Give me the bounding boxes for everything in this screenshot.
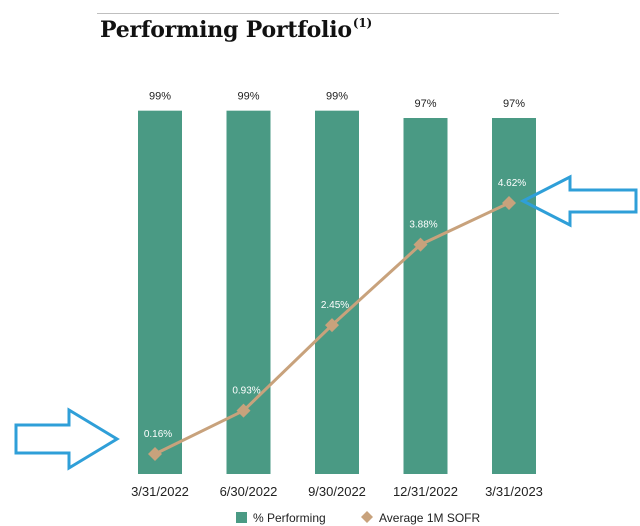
sofr-point (236, 403, 251, 418)
bar-value-label: 99% (237, 91, 259, 103)
bar-labels-layer: 99% 99% 99% 97% 97% (149, 91, 525, 110)
legend-swatch-sofr (361, 511, 373, 523)
arrow-annotations (14, 174, 638, 471)
sofr-value-label: 2.45% (321, 300, 349, 311)
footnote-marker: (1) (352, 15, 372, 30)
sofr-labels-layer: 0.16% 0.93% 2.45% 3.88% 4.62% (144, 178, 526, 440)
sofr-value-label: 0.16% (144, 429, 172, 440)
sofr-point (502, 196, 516, 210)
sofr-value-label: 0.93% (232, 386, 260, 397)
sofr-point (148, 447, 162, 461)
sofr-value-label: 3.88% (409, 220, 437, 231)
chart-title: Performing Portfolio(1) (100, 15, 372, 43)
bar-value-label: 97% (414, 98, 436, 110)
x-tick-labels: 3/31/2022 6/30/2022 9/30/2022 12/31/2022 3/3… (131, 484, 543, 499)
arrow-icon (14, 407, 120, 471)
bar-value-label: 99% (326, 91, 348, 103)
bar-performing (492, 118, 536, 474)
x-tick-label: 3/31/2022 (131, 484, 189, 499)
sofr-point (413, 237, 428, 252)
bar-performing (315, 110, 359, 475)
legend-swatch-performing (236, 512, 247, 523)
chart-title-text: Performing Portfolio (100, 17, 352, 43)
legend: % Performing Average 1M SOFR (236, 511, 480, 525)
bar-performing (403, 118, 448, 474)
x-tick-label: 3/31/2023 (485, 484, 543, 499)
bars-layer (138, 110, 536, 475)
sofr-point (325, 318, 339, 333)
sofr-line-layer (148, 196, 516, 461)
arrow-icon (519, 174, 638, 228)
legend-label-performing: % Performing (253, 511, 326, 525)
bar-performing (138, 110, 182, 475)
legend-label-sofr: Average 1M SOFR (379, 511, 480, 525)
x-tick-label: 6/30/2022 (220, 484, 278, 499)
bar-value-label: 99% (149, 91, 171, 103)
x-tick-label: 12/31/2022 (393, 484, 458, 499)
bar-value-label: 97% (503, 98, 525, 110)
title-rule (97, 13, 559, 14)
x-tick-label: 9/30/2022 (308, 484, 366, 499)
bar-performing (226, 110, 271, 475)
sofr-value-label: 4.62% (498, 178, 526, 189)
